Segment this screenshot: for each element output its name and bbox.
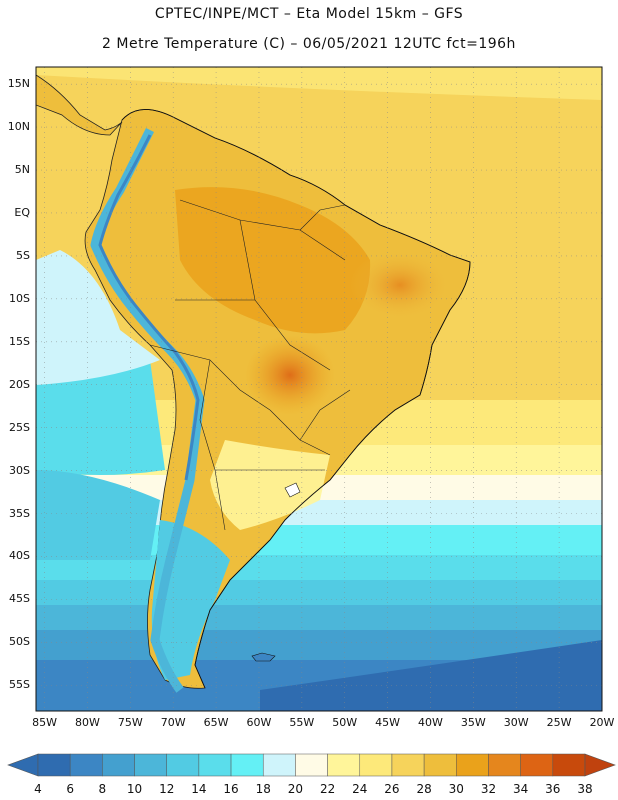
colorbar-swatch — [359, 753, 393, 777]
colorbar-swatch — [488, 753, 521, 777]
lon-tick-label: 75W — [117, 716, 143, 729]
lat-tick-label: 25S — [9, 420, 30, 434]
colorbar-swatch — [198, 753, 232, 777]
colorbar-tick-label: 20 — [287, 782, 304, 796]
colorbar-tick-label: 22 — [319, 782, 336, 796]
colorbar-tick-label: 32 — [480, 782, 497, 796]
colorbar-swatch — [102, 753, 135, 777]
lon-tick-label: 55W — [289, 716, 315, 729]
colorbar-swatch — [552, 753, 586, 777]
lon-tick-label: 50W — [332, 716, 358, 729]
pacific-18 — [36, 250, 160, 385]
colorbar-tick-label: 26 — [384, 782, 400, 796]
pantanal-hot-core — [245, 335, 335, 415]
colorbar — [7, 753, 616, 777]
lat-tick-label: 10N — [7, 120, 30, 134]
field-band-12 — [36, 580, 602, 605]
colorbar-tick-label: 14 — [191, 782, 207, 796]
lon-tick-label: 80W — [75, 716, 100, 729]
colorbar-tick-label: 10 — [126, 782, 143, 796]
lat-tick-label: 45S — [9, 592, 30, 606]
colorbar-swatch — [69, 753, 103, 777]
pacific-cool-12 — [36, 470, 160, 560]
northeast-hot-core — [350, 250, 450, 320]
colorbar-tick-label: 16 — [223, 782, 239, 796]
coastline — [121, 109, 471, 689]
colorbar-tick-label: 36 — [545, 782, 561, 796]
colorbar-swatch — [327, 753, 361, 777]
colorbar-tick-label: 6 — [66, 782, 74, 796]
caribbean-band — [36, 67, 602, 100]
lat-tick-label: 5N — [14, 163, 30, 177]
lon-tick-label: 35W — [460, 716, 486, 729]
lon-tick-label: 45W — [375, 716, 401, 729]
colorbar-tick-label: 18 — [255, 782, 271, 796]
lat-tick-label: 40S — [9, 549, 30, 563]
lat-tick-label: 15S — [9, 334, 30, 348]
lat-tick-label: 35S — [9, 506, 30, 520]
lat-tick-label: 15N — [7, 77, 30, 91]
southern-cone-mild — [210, 440, 330, 530]
lon-tick-label: 85W — [32, 716, 57, 729]
lat-tick-label: 20S — [9, 377, 30, 391]
lon-tick-label: 30W — [503, 716, 529, 729]
colorbar-swatch — [423, 753, 457, 777]
colorbar-swatch — [134, 753, 167, 777]
colorbar-swatch — [456, 753, 489, 777]
field-band-10 — [36, 605, 602, 630]
colorbar-tick-label: 30 — [448, 782, 464, 796]
central-america-land — [36, 74, 123, 136]
colorbar-swatch — [520, 753, 554, 777]
map-title: CPTEC/INPE/MCT – Eta Model 15km – GFS — [154, 6, 464, 22]
lat-tick-label: 5S — [16, 248, 30, 262]
map-subtitle: 2 Metre Temperature (C) – 06/05/2021 12U… — [102, 36, 516, 52]
lon-tick-label: 20W — [589, 716, 615, 729]
colorbar-swatch — [262, 753, 296, 777]
map-frame — [35, 66, 603, 712]
lagoa-dos-patos — [284, 482, 301, 498]
lon-tick-label: 60W — [246, 716, 272, 729]
colorbar-tick-label: 38 — [577, 782, 593, 796]
colorbar-swatch — [166, 753, 200, 777]
pacific-cool-tongue — [36, 357, 165, 475]
falkland-islands — [251, 652, 276, 662]
colorbar-swatch — [295, 753, 328, 777]
colorbar-tick-label: 12 — [159, 782, 175, 796]
lat-tick-label: EQ — [14, 205, 30, 219]
amazon-hot-region — [175, 187, 371, 334]
colorbar-swatch — [37, 753, 71, 777]
colorbar-swatch — [230, 753, 264, 777]
lat-tick-label: 50S — [9, 635, 30, 649]
colorbar-low-arrow — [7, 753, 39, 777]
colorbar-tick-label: 34 — [513, 782, 529, 796]
lat-tick-label: 10S — [9, 291, 30, 305]
lon-tick-label: 65W — [203, 716, 229, 729]
colorbar-high-arrow — [584, 753, 616, 777]
colorbar-tick-label: 24 — [352, 782, 368, 796]
colorbar-tick-label: 4 — [34, 782, 42, 796]
lat-tick-label: 30S — [9, 463, 30, 477]
lon-tick-label: 25W — [546, 716, 572, 729]
lon-tick-label: 40W — [418, 716, 443, 729]
colorbar-swatch — [391, 753, 425, 777]
country-borders — [149, 199, 351, 531]
andes-core — [98, 134, 200, 481]
lat-tick-label: 55S — [9, 678, 30, 692]
lon-tick-label: 70W — [160, 716, 186, 729]
colorbar-tick-label: 8 — [98, 782, 107, 796]
colorbar-tick-label: 28 — [416, 782, 432, 796]
